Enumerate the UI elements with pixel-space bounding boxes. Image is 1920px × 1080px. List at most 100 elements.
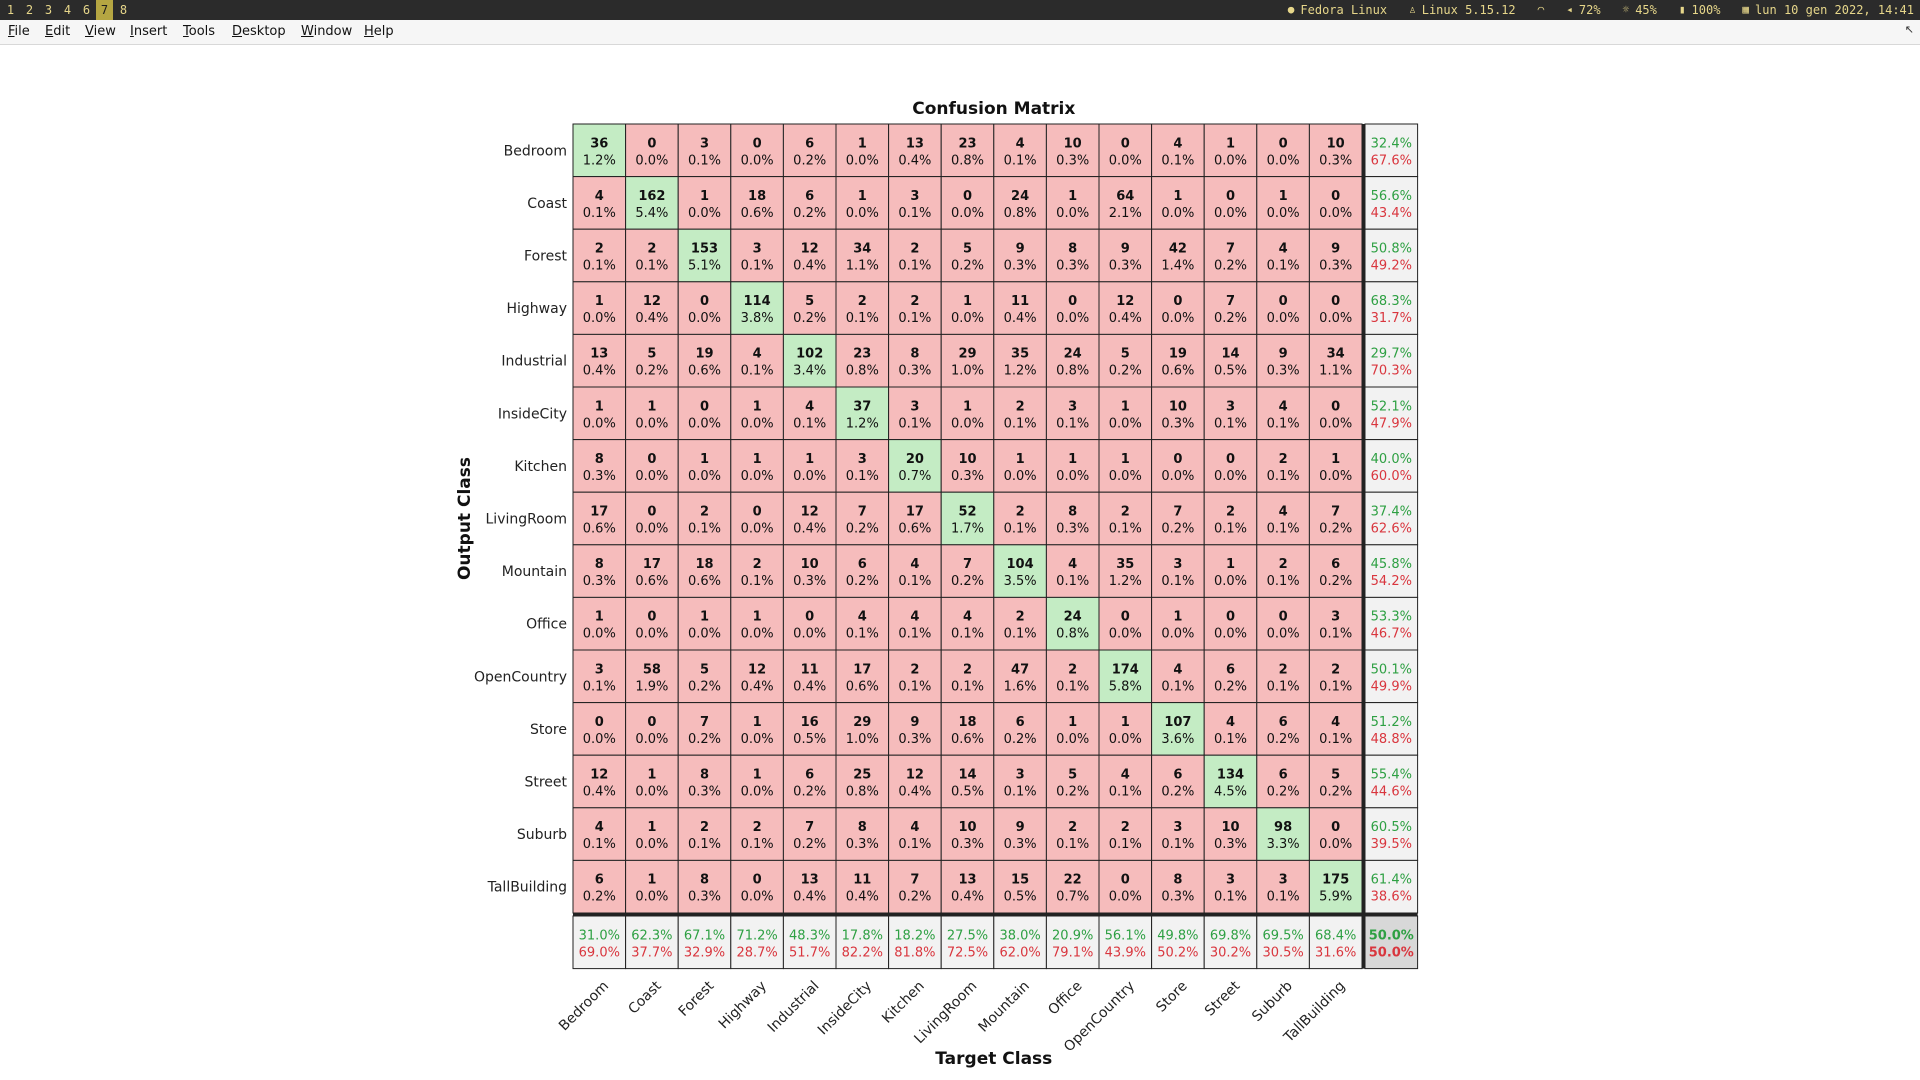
menu-edit[interactable]: Edit xyxy=(45,24,71,39)
cell-count: 0 xyxy=(1331,294,1340,309)
workspace-6[interactable]: 6 xyxy=(82,3,91,17)
col-error: 51.7% xyxy=(789,945,830,960)
cell-count: 1 xyxy=(1173,610,1182,625)
cell-count: 0 xyxy=(647,715,656,730)
workspace-8[interactable]: 8 xyxy=(119,3,128,17)
cell-percent: 0.0% xyxy=(635,890,668,905)
menu-file[interactable]: File xyxy=(8,24,30,39)
cell-percent: 0.1% xyxy=(1161,679,1194,694)
cell-count: 8 xyxy=(1068,505,1077,520)
matrix-cell xyxy=(993,859,1047,914)
cell-percent: 0.3% xyxy=(1056,522,1089,537)
cell-percent: 0.2% xyxy=(688,732,721,747)
workspace-1[interactable]: 1 xyxy=(6,3,15,17)
matrix-cell xyxy=(1203,649,1258,704)
menu-help[interactable]: Help xyxy=(364,24,394,39)
cell-count: 0 xyxy=(1279,610,1288,625)
x-axis-label: Target Class xyxy=(935,1049,1052,1069)
cell-count: 4 xyxy=(858,610,867,625)
cell-count: 98 xyxy=(1274,820,1292,835)
matrix-cell xyxy=(940,491,995,546)
cell-percent: 0.1% xyxy=(1267,574,1300,589)
cell-percent: 0.4% xyxy=(898,153,931,168)
cell-percent: 0.4% xyxy=(1109,311,1142,326)
cell-percent: 0.3% xyxy=(688,890,721,905)
cell-percent: 0.8% xyxy=(1056,364,1089,379)
menu-insert[interactable]: Insert xyxy=(130,24,168,39)
cell-percent: 0.0% xyxy=(583,732,616,747)
matrix-cell xyxy=(1256,333,1310,388)
cell-percent: 0.4% xyxy=(793,522,826,537)
cell-count: 0 xyxy=(1226,452,1235,467)
cell-percent: 0.2% xyxy=(1267,732,1300,747)
cell-count: 6 xyxy=(1279,715,1288,730)
cell-percent: 0.1% xyxy=(1267,416,1300,431)
matrix-cell xyxy=(1308,596,1363,651)
workspace-2[interactable]: 2 xyxy=(25,3,34,17)
col-error: 37.7% xyxy=(631,945,672,960)
matrix-cell xyxy=(993,544,1047,598)
menu-window[interactable]: Window xyxy=(301,24,353,39)
cell-percent: 5.8% xyxy=(1109,679,1142,694)
cell-percent: 0.3% xyxy=(1056,153,1089,168)
matrix-cell xyxy=(1151,176,1205,230)
cell-count: 4 xyxy=(1068,557,1077,572)
cell-percent: 0.2% xyxy=(1214,259,1247,274)
wifi-status[interactable]: ◠ xyxy=(1538,0,1545,20)
matrix-cell xyxy=(993,228,1047,283)
col-label: Kitchen xyxy=(879,978,928,1027)
matrix-cell xyxy=(677,859,732,914)
row-label: Industrial xyxy=(501,354,567,370)
matrix-cell xyxy=(1256,123,1310,178)
cell-count: 13 xyxy=(590,347,608,362)
cell-percent: 0.2% xyxy=(846,522,879,537)
cell-count: 7 xyxy=(858,505,867,520)
cell-count: 0 xyxy=(1121,610,1130,625)
cell-count: 24 xyxy=(1011,189,1029,204)
matrix-cell xyxy=(1256,807,1310,861)
cell-count: 1 xyxy=(753,452,762,467)
cell-count: 1 xyxy=(595,610,604,625)
cell-count: 0 xyxy=(963,189,972,204)
cell-percent: 0.1% xyxy=(1319,627,1352,642)
cell-percent: 0.0% xyxy=(688,416,721,431)
matrix-cell xyxy=(677,807,732,861)
cell-percent: 0.3% xyxy=(846,837,879,852)
volume-status[interactable]: ◂ 72% xyxy=(1566,0,1600,20)
cell-percent: 0.4% xyxy=(583,785,616,800)
matrix-cell xyxy=(888,228,942,283)
cell-count: 4 xyxy=(1279,399,1288,414)
menu-desktop[interactable]: Desktop xyxy=(232,24,286,39)
matrix-cell xyxy=(572,859,627,914)
cell-percent: 0.1% xyxy=(1161,837,1194,852)
cell-percent: 3.5% xyxy=(1004,574,1037,589)
row-error: 31.7% xyxy=(1371,311,1412,326)
workspace-7[interactable]: 7 xyxy=(96,0,113,20)
cell-count: 2 xyxy=(595,242,604,257)
cell-percent: 0.0% xyxy=(635,469,668,484)
matrix-cell xyxy=(1045,596,1100,651)
matrix-cell xyxy=(1098,859,1153,914)
cell-count: 2 xyxy=(1121,820,1130,835)
clock-status[interactable]: ▦ lun 10 gen 2022, 14:41 xyxy=(1742,0,1914,20)
brightness-status[interactable]: ☼ 45% xyxy=(1623,0,1657,20)
cell-percent: 0.2% xyxy=(898,890,931,905)
row-summary-cell xyxy=(1364,754,1419,809)
col-recall: 62.3% xyxy=(631,928,672,943)
collapse-arrow-icon[interactable]: ↖ xyxy=(1904,23,1914,36)
menu-view[interactable]: View xyxy=(85,24,116,39)
cell-percent: 0.2% xyxy=(1319,785,1352,800)
cell-percent: 0.1% xyxy=(1267,469,1300,484)
cell-percent: 0.0% xyxy=(741,153,774,168)
menu-tools[interactable]: Tools xyxy=(183,24,216,39)
status-area: ● Fedora Linux ♙ Linux 5.15.12 ◠ ◂ 72% ☼ 45%… xyxy=(1288,0,1914,20)
cell-percent: 0.1% xyxy=(1056,574,1089,589)
cell-percent: 0.2% xyxy=(583,890,616,905)
matrix-cell xyxy=(782,754,837,809)
workspace-4[interactable]: 4 xyxy=(63,3,72,17)
cell-percent: 0.0% xyxy=(583,627,616,642)
matrix-cell xyxy=(888,702,942,756)
matrix-cell xyxy=(1098,228,1153,283)
workspace-3[interactable]: 3 xyxy=(44,3,53,17)
cell-count: 12 xyxy=(590,768,608,783)
